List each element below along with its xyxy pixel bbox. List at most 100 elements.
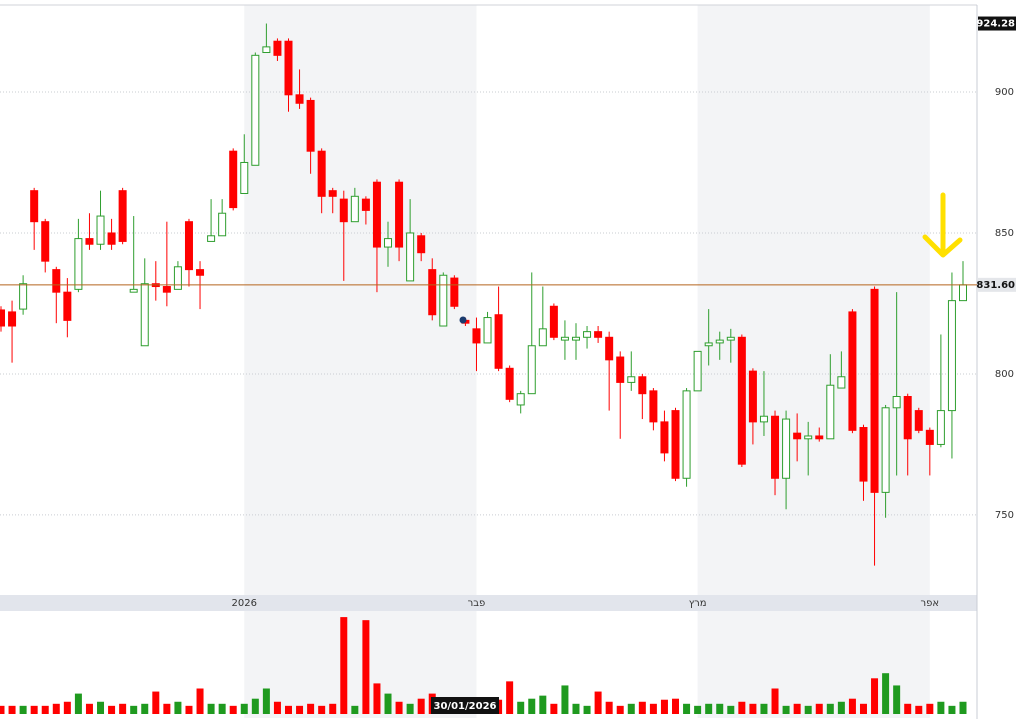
- volume-bar: [85, 703, 93, 714]
- volume-bar: [406, 703, 414, 714]
- volume-bar: [672, 698, 680, 714]
- candle-body: [262, 46, 271, 54]
- x-tick-label: אפר: [921, 598, 940, 609]
- price-tag-box: [978, 16, 1016, 31]
- volume-bar: [307, 703, 315, 714]
- candle-body: [450, 277, 459, 307]
- candle-body: [85, 238, 94, 245]
- candle-body: [162, 286, 171, 293]
- candle-body: [52, 269, 61, 293]
- volume-bar: [859, 703, 867, 714]
- volume-bar: [318, 705, 326, 714]
- price-tag: 831.60: [976, 280, 1015, 291]
- volume-bar: [627, 703, 635, 714]
- volume-bar: [771, 688, 779, 714]
- volume-bar: [8, 705, 16, 714]
- candle-body: [328, 190, 337, 197]
- volume-bar: [240, 703, 248, 714]
- candle-body: [616, 356, 625, 383]
- volume-bar: [384, 693, 392, 714]
- candle-body: [870, 288, 879, 493]
- volume-bar: [716, 703, 724, 714]
- candle-body: [428, 269, 437, 316]
- volume-bar: [793, 703, 801, 714]
- candle-body: [8, 311, 17, 327]
- candle-body: [96, 215, 105, 245]
- period-shade: [697, 611, 930, 718]
- volume-bar: [594, 691, 602, 714]
- volume-bar: [683, 703, 691, 714]
- candle-body: [118, 190, 127, 242]
- period-shading: [244, 5, 930, 718]
- candle-body: [560, 336, 569, 341]
- candle-body: [218, 212, 227, 237]
- candle-body: [936, 410, 945, 445]
- candle-body: [483, 317, 492, 344]
- candle-body: [605, 336, 614, 361]
- candle-body: [925, 429, 934, 445]
- crosshair-date-box: [431, 697, 499, 714]
- volume-bar: [760, 703, 768, 714]
- candle-body: [406, 232, 415, 282]
- candle-body: [140, 283, 149, 347]
- candle-body: [704, 342, 713, 347]
- volume-bar: [871, 678, 879, 714]
- candle-body: [782, 418, 791, 479]
- candle-body: [196, 269, 205, 276]
- candle-body: [826, 384, 835, 440]
- candle-body: [74, 238, 83, 290]
- volume-bar: [616, 705, 624, 714]
- candle-body: [649, 390, 658, 423]
- candle-body: [129, 288, 138, 293]
- candle-body: [627, 376, 636, 383]
- candle-body: [494, 314, 503, 369]
- marker-dot: [459, 316, 467, 324]
- candle-body: [439, 274, 448, 327]
- volume-bar: [660, 699, 668, 714]
- candle-body: [19, 283, 28, 310]
- candle-body: [671, 410, 680, 479]
- price-tag: 924.28: [976, 19, 1015, 30]
- candle-body: [384, 238, 393, 248]
- candle-body: [306, 99, 315, 152]
- volume-bar: [251, 698, 259, 714]
- volume-bar: [30, 705, 38, 714]
- candle-body: [583, 331, 592, 338]
- candle-body: [417, 235, 426, 254]
- volume-bar: [848, 698, 856, 714]
- y-tick-label: 800: [995, 369, 1014, 380]
- candle-body: [759, 415, 768, 423]
- candle-body: [184, 221, 193, 271]
- candle-body: [317, 150, 326, 197]
- candle-body: [295, 94, 304, 104]
- volume-bar: [638, 701, 646, 714]
- volume-bar: [108, 705, 116, 714]
- volume-bar: [152, 691, 160, 714]
- volume-bar: [583, 705, 591, 714]
- volume-bar: [417, 698, 425, 714]
- x-tick-label: פבר: [468, 598, 486, 609]
- volume-bar: [937, 701, 945, 714]
- candle-body: [737, 336, 746, 465]
- candle-body: [594, 331, 603, 338]
- volume-bar: [329, 703, 337, 714]
- candle-body: [273, 40, 282, 56]
- candle-body: [837, 376, 846, 389]
- volume-bar: [296, 705, 304, 714]
- volume-bar: [373, 683, 381, 714]
- volume-bar: [738, 701, 746, 714]
- candle-body: [715, 339, 724, 344]
- candle-body: [395, 181, 404, 248]
- candle-body: [472, 328, 481, 344]
- volume-bar: [0, 705, 5, 714]
- candle-body: [0, 309, 5, 327]
- volume-bar: [882, 673, 890, 714]
- volume-bar: [395, 701, 403, 714]
- volume-bar: [561, 685, 569, 714]
- volume-bar: [782, 705, 790, 714]
- candle-body: [748, 370, 757, 423]
- volume-bar: [196, 688, 204, 714]
- volume-bar: [19, 705, 27, 714]
- candle-body: [173, 266, 182, 290]
